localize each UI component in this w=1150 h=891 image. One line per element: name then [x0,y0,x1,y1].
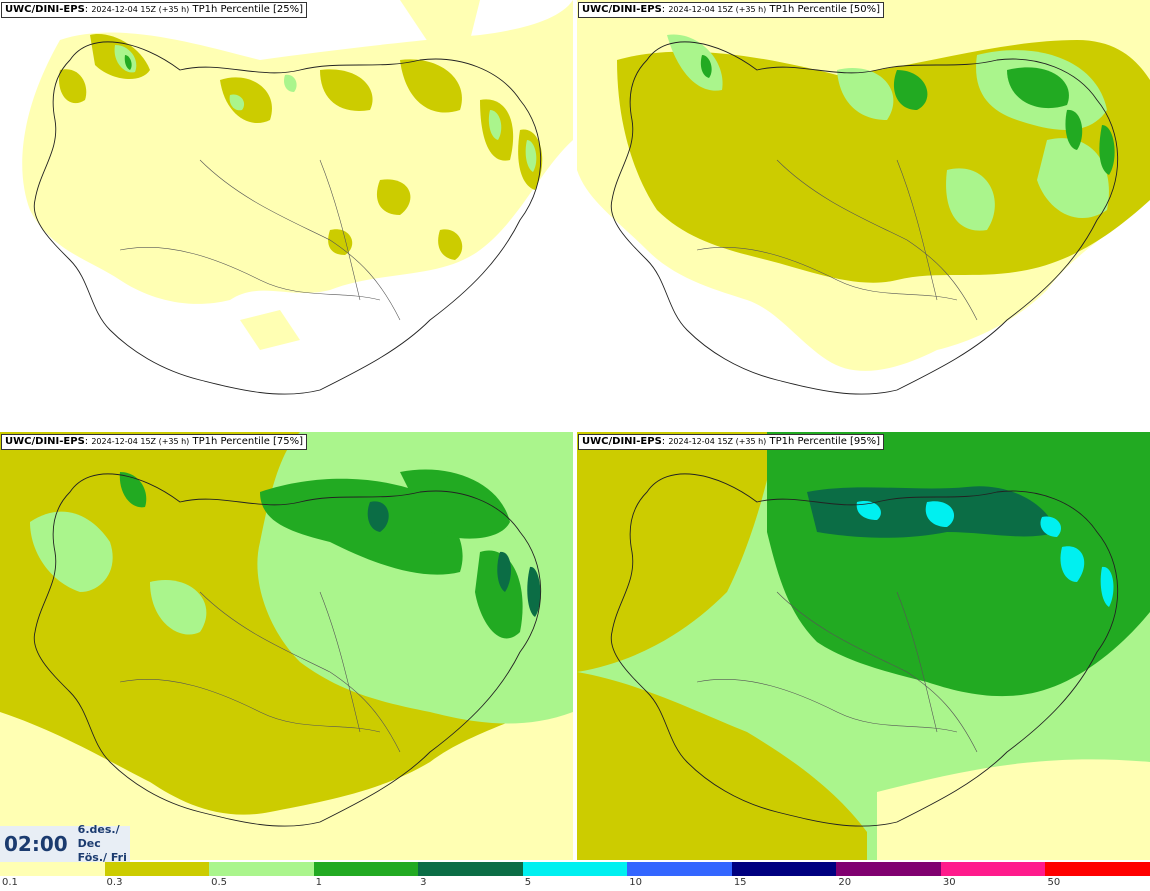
map-panel-p50: UWC/DINI-EPS: 2024-12-04 15Z (+35 h) TP1… [577,0,1150,428]
legend-color-swatch [836,862,942,876]
legend-color-swatch [522,862,628,876]
valid-time: 02:00 [4,832,68,856]
legend-tick-label: 5 [524,877,532,888]
valid-date-line2: Fös./ Fri [77,851,127,864]
legend-tick-label: 30 [942,877,956,888]
panel-title: UWC/DINI-EPS: 2024-12-04 15Z (+35 h) TP1… [578,2,885,18]
legend-tick-label: 0.5 [211,877,227,888]
legend-color-swatch [313,862,419,876]
legend-color-swatch [940,862,1046,876]
legend-tick-label: 10 [629,877,642,888]
legend-color-swatch [209,862,315,876]
legend-tick-label: 1 [315,877,322,888]
legend-color-swatch [104,862,210,876]
map-panel-p95: UWC/DINI-EPS: 2024-12-04 15Z (+35 h) TP1… [577,432,1150,860]
legend-color-swatch [0,862,105,876]
legend-color-swatch [627,862,733,876]
panel-title: UWC/DINI-EPS: 2024-12-04 15Z (+35 h) TP1… [578,434,885,450]
precip-map-p25 [22,0,573,395]
legend-tick-label: 0.1 [2,877,18,888]
panel-divider-horizontal [0,428,1150,432]
legend-tick-label: 50 [1047,877,1061,888]
panel-title: UWC/DINI-EPS: 2024-12-04 15Z (+35 h) TP1… [1,2,308,18]
legend-color-swatch [731,862,837,876]
precip-map-p95 [577,432,1150,860]
legend-tick-label: 15 [733,877,747,888]
valid-date-line1: 6.des./ Dec [77,823,120,850]
legend-tick-label: 0.3 [106,877,123,888]
precip-map-p75 [0,432,573,860]
valid-date: 6.des./ Dec Fös./ Fri [78,823,130,865]
panel-title: UWC/DINI-EPS: 2024-12-04 15Z (+35 h) TP1… [1,434,308,450]
precip-color-legend: 0.1 0.3 0.5 1 3 5 10 15 20 30 50 [0,862,1150,891]
valid-time-box: 02:00 6.des./ Dec Fös./ Fri [0,823,130,865]
map-panel-p75: UWC/DINI-EPS: 2024-12-04 15Z (+35 h) TP1… [0,432,573,860]
legend-tick-label: 3 [420,877,427,888]
precip-map-p50 [577,0,1150,395]
map-grid: UWC/DINI-EPS: 2024-12-04 15Z (+35 h) TP1… [0,0,1150,865]
legend-tick-label: 20 [838,877,852,888]
map-panel-p25: UWC/DINI-EPS: 2024-12-04 15Z (+35 h) TP1… [0,0,573,428]
legend-color-swatch [1045,862,1150,876]
legend-color-swatch [418,862,524,876]
